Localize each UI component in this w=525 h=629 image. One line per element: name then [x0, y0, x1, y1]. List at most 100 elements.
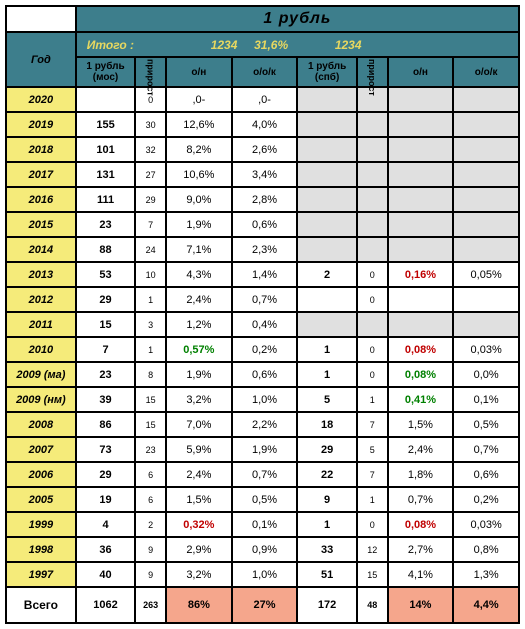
sok-cell: 0,1%	[453, 387, 519, 412]
header-year: Год	[6, 32, 76, 87]
ook-cell: 1,4%	[232, 262, 298, 287]
son-cell: 0,08%	[388, 337, 454, 362]
sok-cell	[453, 237, 519, 262]
mos-cell: 29	[76, 287, 136, 312]
son-cell: 0,41%	[388, 387, 454, 412]
ook-cell: ,0-	[232, 87, 298, 112]
sok-cell: 1,3%	[453, 562, 519, 587]
year-cell: 2012	[6, 287, 76, 312]
mos-cell: 19	[76, 487, 136, 512]
spb-cell: 29	[297, 437, 357, 462]
ook-cell: 2,3%	[232, 237, 298, 262]
sok-cell: 0,5%	[453, 412, 519, 437]
year-cell: 2008	[6, 412, 76, 437]
spb-cell	[297, 187, 357, 212]
table-row: 19983692,9%0,9%33122,7%0,8%	[6, 537, 519, 562]
mos-cell: 23	[76, 212, 136, 237]
header-incr-1: прирост	[135, 57, 166, 87]
total-row: Всего 1062 263 86% 27% 172 48 14% 4,4%	[6, 587, 519, 623]
mos-incr-cell: 30	[135, 112, 166, 137]
table-row: 20152371,9%0,6%	[6, 212, 519, 237]
son-cell	[388, 287, 454, 312]
ook-cell: 1,0%	[232, 562, 298, 587]
spb-incr-cell: 0	[357, 287, 388, 312]
mos-cell: 39	[76, 387, 136, 412]
on-cell: ,0-	[166, 87, 232, 112]
summary-v2: 31,6%	[254, 38, 288, 52]
spb-incr-cell: 12	[357, 537, 388, 562]
mos-incr-cell: 1	[135, 287, 166, 312]
mos-cell: 53	[76, 262, 136, 287]
spb-cell	[297, 287, 357, 312]
spb-incr-cell: 5	[357, 437, 388, 462]
header-on-2: о/н	[388, 57, 454, 87]
on-cell: 1,5%	[166, 487, 232, 512]
sok-cell: 0,6%	[453, 462, 519, 487]
mos-cell: 111	[76, 187, 136, 212]
spb-cell: 1	[297, 362, 357, 387]
sok-cell	[453, 212, 519, 237]
son-cell	[388, 312, 454, 337]
table-row: 20191553012,6%4,0%	[6, 112, 519, 137]
mos-cell	[76, 87, 136, 112]
mos-incr-cell: 6	[135, 487, 166, 512]
year-cell: 2018	[6, 137, 76, 162]
on-cell: 1,9%	[166, 362, 232, 387]
spb-incr-cell: 1	[357, 487, 388, 512]
on-cell: 10,6%	[166, 162, 232, 187]
header-rub-spb: 1 рубль (спб)	[297, 57, 357, 87]
sok-cell	[453, 112, 519, 137]
spb-cell	[297, 212, 357, 237]
summary-label: Итого :	[87, 38, 134, 52]
sok-cell	[453, 187, 519, 212]
total-mos: 1062	[76, 587, 136, 623]
spb-cell: 2	[297, 262, 357, 287]
ook-cell: 0,5%	[232, 487, 298, 512]
year-cell: 2005	[6, 487, 76, 512]
mos-incr-cell: 9	[135, 562, 166, 587]
total-ook-1: 27%	[232, 587, 298, 623]
year-cell: 1997	[6, 562, 76, 587]
son-cell	[388, 237, 454, 262]
on-cell: 2,9%	[166, 537, 232, 562]
sok-cell: 0,05%	[453, 262, 519, 287]
header-ook-2: о/о/к	[453, 57, 519, 87]
sok-cell	[453, 312, 519, 337]
mos-cell: 29	[76, 462, 136, 487]
ook-cell: 2,2%	[232, 412, 298, 437]
total-mos-incr: 263	[135, 587, 166, 623]
table-row: 200886157,0%2,2%1871,5%0,5%	[6, 412, 519, 437]
sok-cell	[453, 162, 519, 187]
table-row: 201353104,3%1,4%200,16%0,05%	[6, 262, 519, 287]
summary-v3: 1234	[335, 38, 362, 52]
ook-cell: 2,6%	[232, 137, 298, 162]
mos-incr-cell: 27	[135, 162, 166, 187]
year-cell: 2020	[6, 87, 76, 112]
spb-cell	[297, 87, 357, 112]
spb-cell	[297, 112, 357, 137]
table-title: 1 рубль	[76, 6, 519, 32]
year-cell: 2013	[6, 262, 76, 287]
spb-cell: 1	[297, 337, 357, 362]
mos-cell: 131	[76, 162, 136, 187]
mos-incr-cell: 24	[135, 237, 166, 262]
ook-cell: 2,8%	[232, 187, 298, 212]
mos-cell: 40	[76, 562, 136, 587]
spb-incr-cell: 0	[357, 362, 388, 387]
son-cell: 1,8%	[388, 462, 454, 487]
mos-incr-cell: 15	[135, 412, 166, 437]
spb-cell	[297, 137, 357, 162]
sok-cell: 0,8%	[453, 537, 519, 562]
mos-incr-cell: 6	[135, 462, 166, 487]
spb-incr-cell: 7	[357, 462, 388, 487]
mos-cell: 86	[76, 412, 136, 437]
spb-cell	[297, 162, 357, 187]
son-cell: 2,7%	[388, 537, 454, 562]
table-row: 20111531,2%0,4%	[6, 312, 519, 337]
on-cell: 4,3%	[166, 262, 232, 287]
sok-cell: 0,03%	[453, 337, 519, 362]
table-row: 200773235,9%1,9%2952,4%0,7%	[6, 437, 519, 462]
blank-corner	[6, 6, 76, 32]
son-cell	[388, 187, 454, 212]
year-cell: 2007	[6, 437, 76, 462]
